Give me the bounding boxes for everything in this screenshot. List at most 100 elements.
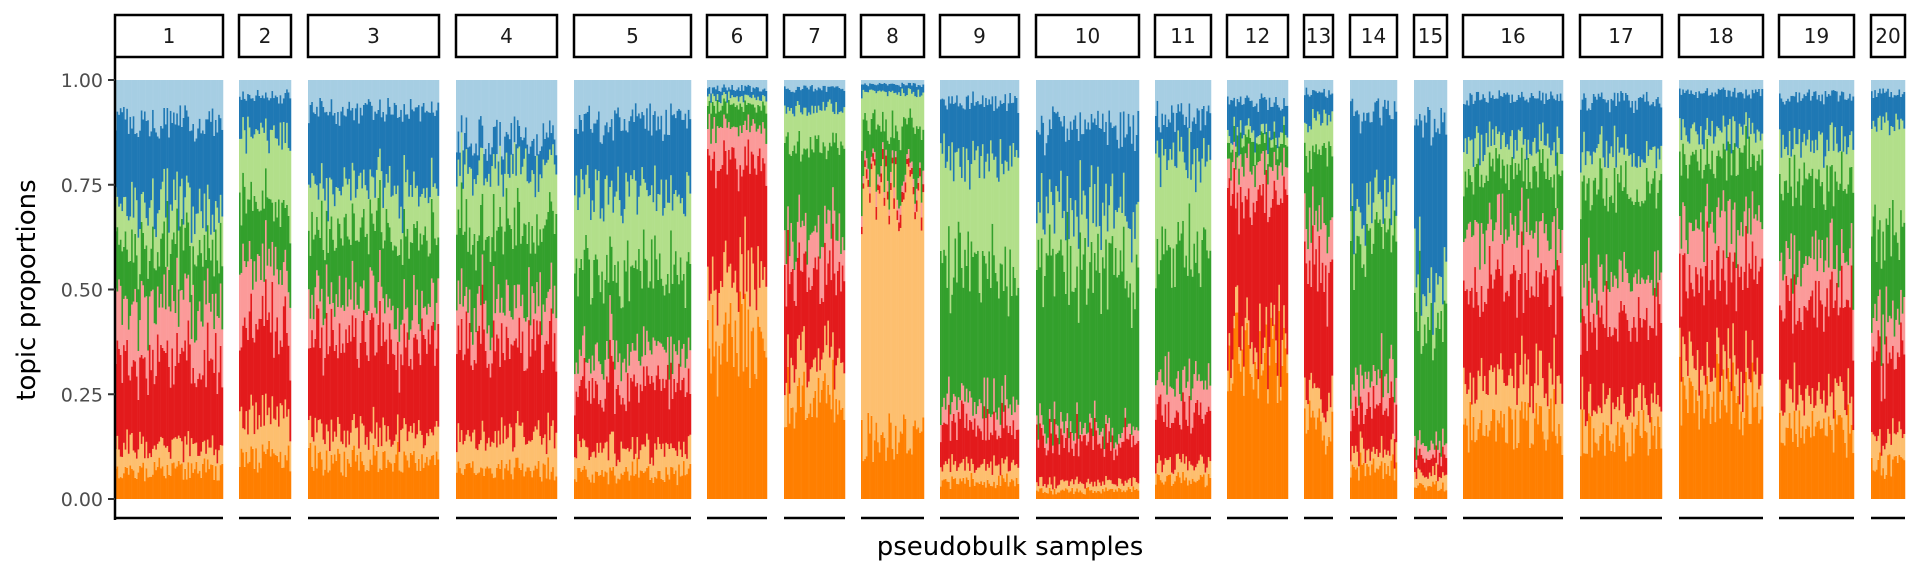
topic-segment xyxy=(1053,418,1056,477)
topic-segment xyxy=(356,103,359,190)
topic-segment xyxy=(1268,97,1271,132)
topic-segment xyxy=(787,107,790,133)
topic-segment xyxy=(464,231,466,296)
topic-segment xyxy=(988,80,991,100)
topic-segment xyxy=(169,475,172,499)
topic-segment xyxy=(642,444,645,473)
topic-segment xyxy=(577,296,580,374)
topic-segment xyxy=(723,324,726,499)
topic-segment xyxy=(719,126,722,169)
topic-segment xyxy=(1073,291,1075,441)
topic-segment xyxy=(1187,485,1189,499)
topic-segment xyxy=(430,325,433,433)
topic-segment xyxy=(883,437,886,499)
topic-segment xyxy=(762,95,765,102)
topic-segment xyxy=(943,99,946,134)
topic-segment xyxy=(1089,483,1091,491)
topic-segment xyxy=(919,432,922,499)
topic-segment xyxy=(959,463,962,479)
topic-segment xyxy=(245,267,248,328)
topic-segment xyxy=(486,181,489,237)
topic-segment xyxy=(1074,491,1077,499)
topic-segment xyxy=(965,265,968,389)
topic-segment xyxy=(539,272,542,322)
topic-segment xyxy=(185,175,188,213)
topic-segment xyxy=(362,169,365,209)
topic-segment xyxy=(406,169,409,229)
topic-segment xyxy=(719,110,722,127)
topic-segment xyxy=(796,221,799,258)
topic-segment xyxy=(119,239,122,286)
topic-segment xyxy=(153,229,156,269)
topic-segment xyxy=(263,80,266,99)
topic-segment xyxy=(728,122,730,150)
topic-segment xyxy=(456,152,458,187)
topic-segment xyxy=(1095,270,1098,423)
topic-segment xyxy=(1188,128,1191,204)
topic-segment xyxy=(1101,202,1104,258)
topic-segment xyxy=(526,317,529,369)
topic-segment xyxy=(1233,328,1236,499)
topic-segment xyxy=(687,337,690,369)
topic-segment xyxy=(467,173,470,252)
topic-segment xyxy=(814,88,817,106)
topic-segment xyxy=(456,310,458,355)
topic-segment xyxy=(803,85,806,108)
topic-segment xyxy=(1238,363,1241,499)
topic-segment xyxy=(729,89,732,99)
topic-segment xyxy=(374,230,377,308)
topic-segment xyxy=(129,315,132,381)
topic-segment xyxy=(828,210,831,251)
topic-segment xyxy=(606,376,608,442)
topic-segment xyxy=(1122,441,1125,486)
topic-segment xyxy=(835,86,838,103)
topic-segment xyxy=(239,138,241,193)
topic-segment xyxy=(484,468,487,499)
topic-segment xyxy=(985,80,987,98)
topic-segment xyxy=(266,97,269,141)
topic-segment xyxy=(657,471,660,499)
topic-segment xyxy=(346,342,349,431)
topic-segment xyxy=(734,270,737,321)
topic-segment xyxy=(325,450,328,499)
topic-segment xyxy=(1092,449,1095,487)
topic-segment xyxy=(964,80,967,110)
topic-segment xyxy=(424,197,427,227)
topic-segment xyxy=(476,450,479,474)
topic-segment xyxy=(460,473,463,499)
topic-segment xyxy=(580,355,583,380)
topic-segment xyxy=(803,80,806,86)
topic-segment xyxy=(311,330,314,438)
topic-segment xyxy=(757,155,760,247)
topic-segment xyxy=(674,251,677,352)
topic-segment xyxy=(1270,207,1273,303)
topic-segment xyxy=(353,213,356,310)
topic-segment xyxy=(641,444,644,472)
topic-segment xyxy=(1056,191,1059,253)
topic-segment xyxy=(607,282,610,359)
topic-segment xyxy=(189,344,192,457)
topic-segment xyxy=(329,229,331,305)
topic-segment xyxy=(1121,432,1124,442)
topic-segment xyxy=(716,325,719,397)
topic-segment xyxy=(1193,117,1196,150)
topic-segment xyxy=(126,249,129,299)
topic-segment xyxy=(524,224,527,322)
topic-segment xyxy=(353,309,356,337)
topic-segment xyxy=(960,481,963,499)
topic-segment xyxy=(1270,302,1273,318)
topic-segment xyxy=(975,436,978,470)
topic-segment xyxy=(398,116,401,219)
topic-segment xyxy=(435,188,438,246)
topic-segment xyxy=(593,370,596,399)
topic-segment xyxy=(367,80,370,100)
topic-segment xyxy=(218,114,221,223)
topic-segment xyxy=(263,425,266,452)
topic-segment xyxy=(281,467,284,499)
topic-segment xyxy=(379,179,382,250)
topic-segment xyxy=(140,354,143,444)
topic-segment xyxy=(671,283,674,375)
topic-segment xyxy=(920,202,923,218)
topic-segment xyxy=(465,286,468,312)
topic-segment xyxy=(385,209,388,295)
